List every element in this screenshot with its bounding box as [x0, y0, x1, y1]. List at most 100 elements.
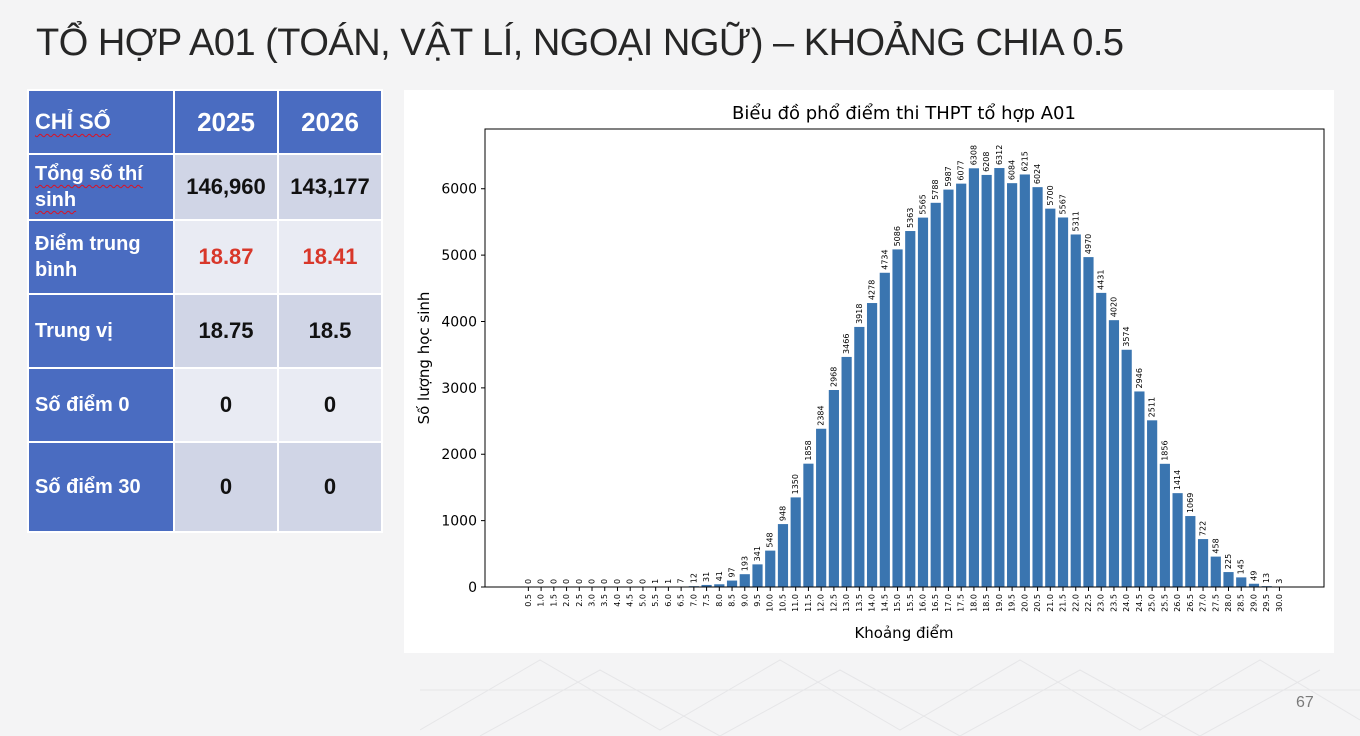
bar-value-label: 5311: [1071, 211, 1080, 231]
bar: [905, 231, 916, 587]
x-tick-label: 17.5: [957, 594, 966, 612]
x-tick-label: 10.0: [766, 594, 775, 612]
x-tick-label: 18.5: [982, 594, 991, 612]
bar-value-label: 1350: [791, 474, 800, 494]
slide-title: TỔ HỢP A01 (TOÁN, VẬT LÍ, NGOẠI NGỮ) – K…: [36, 22, 1124, 64]
value-2025: 0: [173, 441, 279, 533]
background-decoration: [420, 659, 1360, 736]
table-header-row: CHỈ SỐ 2025 2026: [27, 89, 383, 155]
x-tick-label: 26.0: [1173, 594, 1182, 612]
x-tick-label: 14.0: [868, 594, 877, 612]
bar-value-label: 1069: [1186, 493, 1195, 513]
value-2026: 0: [277, 441, 383, 533]
bar: [917, 217, 929, 587]
y-axis-label: Số lượng học sinh: [415, 292, 433, 425]
x-tick-label: 23.0: [1097, 594, 1106, 612]
bar: [803, 463, 814, 587]
x-tick-label: 5.5: [651, 594, 660, 607]
x-tick-label: 5.0: [638, 594, 647, 607]
bar-value-label: 49: [1249, 571, 1258, 581]
value-2025: 18.87: [173, 219, 279, 295]
value-2026: 143,177: [277, 153, 383, 221]
bar-value-label: 97: [728, 567, 737, 577]
bar: [1223, 572, 1234, 587]
y-tick-label: 5000: [441, 248, 477, 264]
value-2026: 0: [277, 367, 383, 443]
bar-value-label: 4278: [868, 280, 877, 300]
bar-value-label: 4020: [1109, 297, 1118, 317]
bar-value-label: 1856: [1160, 440, 1169, 460]
x-tick-label: 3.0: [588, 594, 597, 607]
bar: [790, 497, 801, 587]
bar: [1096, 292, 1107, 587]
bar-value-label: 0: [575, 579, 584, 584]
x-tick-label: 19.0: [995, 594, 1004, 612]
header-year-2025: 2025: [173, 89, 279, 155]
x-tick-label: 9.0: [740, 594, 749, 607]
x-tick-label: 11.0: [791, 594, 800, 612]
value-2025: 18.75: [173, 293, 279, 369]
bar-value-label: 6077: [957, 160, 966, 180]
bar-value-label: 0: [549, 579, 558, 584]
bar: [981, 174, 992, 588]
bar-value-label: 6084: [1008, 160, 1017, 180]
row-label: Tổng số thí sinh: [27, 153, 175, 221]
bar-value-label: 548: [766, 532, 775, 547]
bar-value-label: 0: [588, 579, 597, 584]
bar-value-label: 3: [1275, 579, 1284, 584]
bar: [1007, 183, 1018, 587]
bar-value-label: 1414: [1173, 470, 1182, 490]
bar: [1057, 217, 1069, 587]
bar: [841, 356, 852, 587]
x-tick-label: 27.0: [1199, 594, 1208, 612]
x-tick-label: 25.5: [1160, 594, 1169, 612]
bar-value-label: 1858: [804, 440, 813, 460]
x-tick-label: 29.0: [1249, 594, 1258, 612]
bar-value-label: 193: [740, 556, 749, 571]
bar: [1248, 583, 1260, 587]
x-tick-label: 6.0: [664, 594, 673, 607]
bar-value-label: 7: [677, 578, 686, 583]
bar-value-label: 12: [689, 573, 698, 583]
bar: [892, 249, 903, 587]
bar-value-label: 6308: [969, 145, 978, 165]
x-tick-label: 29.5: [1262, 594, 1271, 612]
x-tick-label: 24.5: [1135, 594, 1144, 612]
bar-value-label: 1: [664, 579, 673, 584]
x-tick-label: 8.0: [715, 594, 724, 607]
bar: [752, 564, 763, 587]
x-tick-label: 15.5: [906, 594, 915, 612]
bar-value-label: 4734: [880, 249, 889, 269]
x-tick-label: 24.0: [1122, 594, 1131, 612]
value-2025: 146,960: [173, 153, 279, 221]
bar-value-label: 0: [626, 579, 635, 584]
x-tick-label: 2.0: [562, 594, 571, 607]
y-tick-label: 4000: [441, 314, 477, 330]
bar: [1121, 349, 1132, 587]
bar-value-label: 0: [562, 579, 571, 584]
bar-value-label: 5788: [931, 179, 940, 199]
bar: [1083, 257, 1094, 587]
bar: [956, 183, 967, 587]
bar: [930, 202, 941, 587]
bar: [739, 574, 750, 587]
x-tick-label: 3.5: [600, 594, 609, 607]
bar-value-label: 3466: [842, 334, 851, 354]
bar: [1236, 577, 1247, 587]
row-label: Số điểm 0: [27, 367, 175, 443]
plot-frame: [484, 128, 1325, 588]
header-label: CHỈ SỐ: [27, 89, 175, 155]
bar-value-label: 3918: [855, 304, 864, 324]
bar: [1019, 174, 1030, 587]
page-number: 67: [1296, 694, 1314, 711]
x-tick-label: 23.5: [1109, 594, 1118, 612]
x-tick-label: 1.0: [537, 594, 546, 607]
bar-value-label: 4431: [1097, 270, 1106, 290]
x-tick-label: 13.0: [842, 594, 851, 612]
x-tick-label: 10.5: [778, 594, 787, 612]
x-tick-label: 17.0: [944, 594, 953, 612]
bar-value-label: 458: [1211, 538, 1220, 553]
bar: [1185, 516, 1196, 587]
bars-group: [650, 168, 1285, 588]
